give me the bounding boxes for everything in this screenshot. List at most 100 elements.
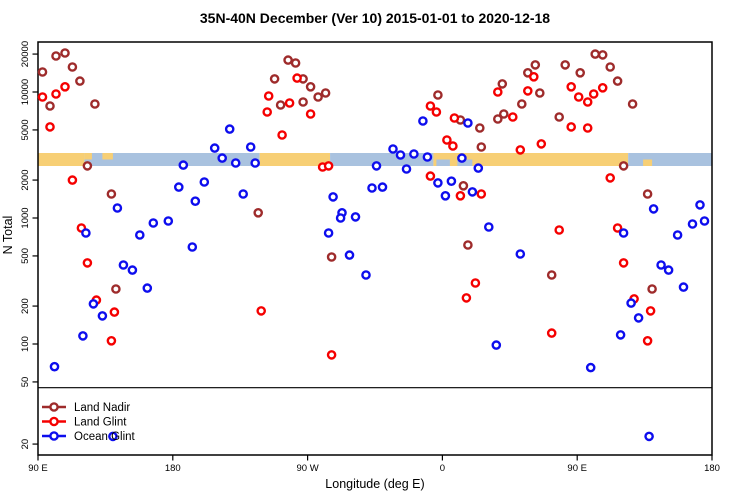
point-land-glint — [642, 335, 653, 346]
point-land-glint — [529, 72, 539, 82]
point-land-nadir — [305, 82, 316, 92]
y-tick-label: 20000 — [20, 41, 31, 67]
point-land-glint — [566, 122, 577, 132]
y-tick-label: 5000 — [20, 119, 31, 140]
point-land-nadir — [45, 101, 55, 111]
point-land-nadir — [313, 92, 323, 102]
point-ocean-glint — [585, 362, 596, 373]
point-ocean-glint — [648, 204, 659, 214]
point-land-glint — [292, 73, 302, 83]
point-land-nadir — [612, 76, 623, 86]
point-ocean-glint — [328, 192, 338, 202]
point-land-nadir — [554, 112, 565, 122]
point-land-glint — [566, 82, 577, 92]
point-land-nadir — [253, 207, 264, 218]
point-ocean-glint — [199, 177, 210, 187]
map-strip-segment-ocean — [84, 153, 260, 166]
legend-key-marker — [49, 431, 59, 441]
point-land-nadir — [283, 55, 293, 65]
point-ocean-glint — [173, 182, 184, 192]
data-points — [37, 48, 710, 442]
point-land-glint — [507, 112, 518, 122]
point-ocean-glint — [388, 144, 398, 154]
point-land-glint — [573, 92, 584, 102]
point-ocean-glint — [687, 219, 698, 229]
point-land-nadir — [642, 189, 653, 199]
legend-key-marker — [49, 416, 59, 427]
point-land-glint — [455, 190, 466, 201]
point-ocean-glint — [361, 270, 371, 280]
point-ocean-glint — [88, 299, 99, 309]
point-ocean-glint — [178, 160, 189, 170]
point-land-nadir — [326, 252, 337, 262]
point-land-nadir — [492, 114, 503, 124]
point-ocean-glint — [108, 431, 118, 442]
map-strip-segment-ocean — [330, 153, 434, 166]
map-strip-patch-ocean — [457, 159, 473, 166]
point-land-glint — [449, 113, 460, 123]
point-ocean-glint — [134, 230, 145, 240]
point-land-glint — [425, 171, 436, 181]
point-ocean-glint — [127, 265, 138, 275]
point-land-nadir — [458, 180, 469, 191]
point-land-nadir — [590, 49, 601, 59]
point-land-nadir — [463, 240, 473, 250]
map-strip-band — [38, 153, 712, 166]
point-land-glint — [461, 293, 472, 303]
y-tick-label: 1000 — [20, 207, 31, 228]
point-ocean-glint — [224, 124, 235, 134]
point-land-glint — [470, 278, 481, 288]
y-tick-label: 100 — [20, 336, 31, 352]
point-land-nadir — [75, 76, 85, 86]
point-land-glint — [305, 109, 316, 119]
map-strip-patch-land — [643, 159, 653, 166]
y-tick-label: 2000 — [20, 169, 31, 190]
point-land-nadir — [575, 68, 586, 78]
legend-label: Land Glint — [74, 417, 127, 429]
chart-title: 35N-40N December (Ver 10) 2015-01-01 to … — [200, 10, 550, 26]
point-ocean-glint — [473, 163, 484, 173]
point-ocean-glint — [672, 230, 683, 240]
x-tick-label: 90 E — [567, 463, 587, 474]
point-land-nadir — [111, 284, 121, 294]
point-land-nadir — [67, 62, 78, 72]
point-ocean-glint — [209, 143, 220, 153]
point-land-nadir — [627, 99, 638, 109]
point-ocean-glint — [190, 196, 201, 206]
point-ocean-glint — [118, 260, 129, 270]
x-tick-label: 90 E — [28, 463, 48, 474]
map-strip-patch-land — [84, 153, 92, 160]
point-land-glint — [45, 122, 55, 132]
point-ocean-glint — [217, 153, 227, 163]
point-ocean-glint — [695, 200, 705, 210]
point-ocean-glint — [457, 153, 467, 163]
point-land-glint — [476, 189, 487, 199]
point-land-glint — [582, 97, 593, 107]
point-land-glint — [582, 123, 593, 133]
point-ocean-glint — [377, 182, 388, 192]
point-land-glint — [523, 86, 533, 96]
map-strip-patch-ocean — [436, 159, 450, 166]
x-tick-label: 0 — [440, 463, 445, 474]
point-ocean-glint — [618, 228, 629, 238]
point-ocean-glint — [440, 190, 451, 201]
point-land-nadir — [647, 284, 657, 294]
point-land-nadir — [474, 123, 485, 133]
point-ocean-glint — [656, 260, 666, 270]
point-ocean-glint — [163, 216, 174, 226]
point-land-glint — [645, 306, 656, 316]
point-land-glint — [597, 83, 608, 93]
point-ocean-glint — [422, 152, 433, 162]
point-ocean-glint — [245, 142, 256, 152]
point-ocean-glint — [433, 178, 443, 188]
map-strip-segment-land — [38, 153, 85, 166]
point-land-nadir — [37, 67, 48, 77]
point-land-glint — [262, 107, 273, 117]
point-land-glint — [442, 135, 452, 145]
plot-border — [37, 41, 713, 456]
point-ocean-glint — [49, 361, 60, 372]
point-ocean-glint — [615, 330, 626, 340]
point-land-nadir — [560, 60, 571, 70]
y-tick-label: 20 — [20, 439, 31, 450]
